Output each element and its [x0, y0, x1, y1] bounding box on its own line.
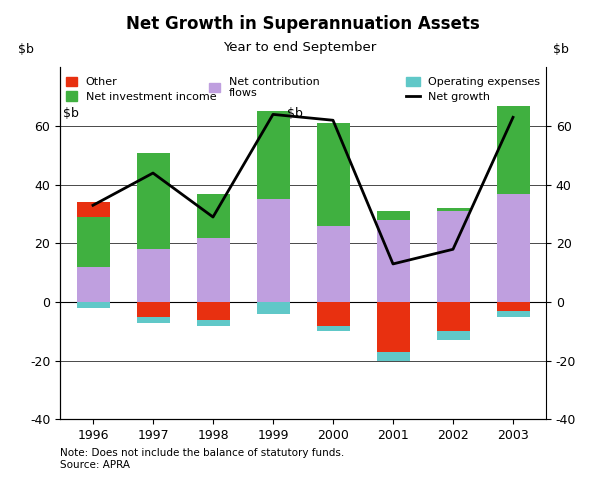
Bar	[317, 226, 349, 302]
Bar	[497, 302, 530, 311]
Text: Year to end September: Year to end September	[223, 40, 377, 54]
Bar	[137, 317, 170, 322]
Bar	[257, 200, 290, 302]
Bar	[257, 302, 290, 314]
Bar	[377, 211, 409, 220]
Bar	[137, 152, 170, 249]
Bar	[377, 220, 409, 302]
Bar	[137, 302, 170, 317]
Title: Net Growth in Superannuation Assets: Net Growth in Superannuation Assets	[126, 14, 480, 33]
Bar	[437, 302, 470, 332]
Bar	[77, 217, 110, 267]
Bar	[317, 325, 349, 332]
Bar	[197, 238, 229, 302]
Text: Note: Does not include the balance of statutory funds.
Source: APRA: Note: Does not include the balance of st…	[60, 448, 344, 470]
Bar	[77, 267, 110, 302]
Bar	[317, 302, 349, 325]
Legend: Operating expenses, Net growth: Operating expenses, Net growth	[406, 77, 541, 102]
Bar	[257, 111, 290, 200]
Bar	[437, 208, 470, 211]
Bar	[497, 194, 530, 302]
Bar	[497, 311, 530, 317]
Bar	[137, 249, 170, 302]
Text: $b: $b	[287, 107, 303, 120]
Bar	[197, 194, 229, 238]
Text: $b: $b	[19, 43, 34, 56]
Bar	[197, 302, 229, 320]
Bar	[317, 123, 349, 226]
Bar	[197, 320, 229, 325]
Bar	[77, 202, 110, 217]
Bar	[377, 302, 409, 352]
Bar	[497, 106, 530, 194]
Text: $b: $b	[63, 107, 79, 120]
Bar	[77, 302, 110, 308]
Bar	[377, 352, 409, 361]
Bar	[437, 332, 470, 340]
Text: $b: $b	[553, 43, 569, 56]
Bar	[437, 211, 470, 302]
